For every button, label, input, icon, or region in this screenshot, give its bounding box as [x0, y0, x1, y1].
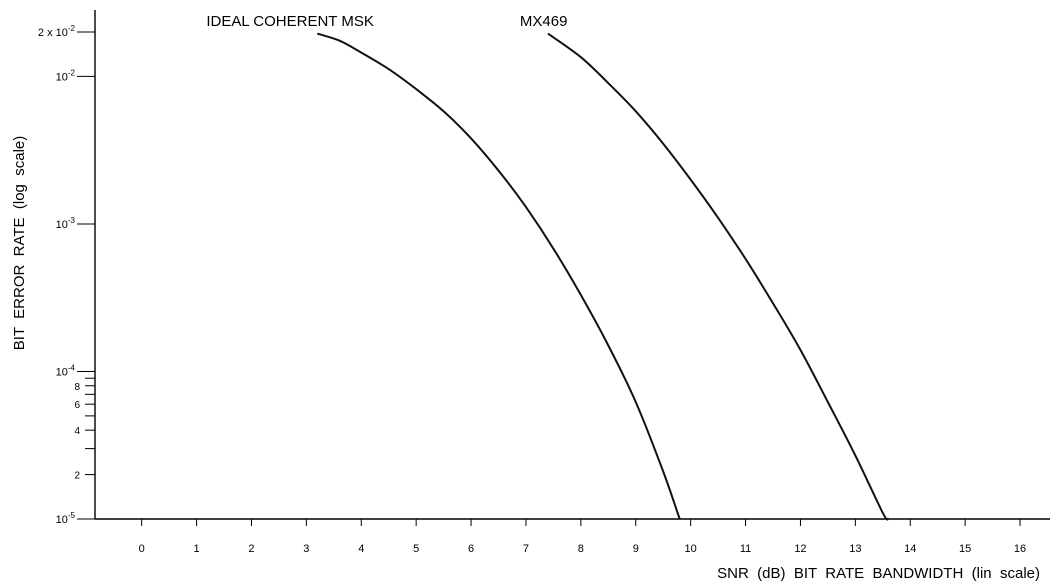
series-line-1	[547, 32, 890, 521]
y-tick-label: 10-2	[56, 68, 76, 83]
labels-layer: BIT ERROR RATE (log scale) SNR (dB) BIT …	[11, 13, 1040, 582]
x-axis-title: SNR (dB) BIT RATE BANDWIDTH (lin scale)	[717, 565, 1040, 582]
x-tick-label: 6	[468, 543, 474, 555]
x-tick-label: 9	[633, 543, 639, 555]
axes-layer	[77, 10, 1050, 526]
series-line-0	[316, 32, 681, 520]
series-label-0: IDEAL COHERENT MSK	[206, 13, 374, 30]
y-tick-label: 10-4	[56, 363, 76, 378]
x-tick-label: 8	[578, 543, 584, 555]
y-tick-label: 10-3	[56, 216, 76, 231]
x-tick-label: 10	[685, 543, 697, 555]
y-minor-tick-label: 6	[74, 400, 80, 411]
y-tick-label: 2 x 10-2	[38, 24, 76, 39]
x-tick-label: 15	[959, 543, 971, 555]
x-tick-label: 4	[358, 543, 364, 555]
x-tick-label: 13	[849, 543, 861, 555]
y-minor-tick-label: 4	[74, 426, 80, 437]
x-tick-label: 5	[413, 543, 419, 555]
series-label-1: MX469	[520, 13, 568, 30]
y-minor-tick-label: 2	[74, 471, 80, 482]
x-tick-label: 1	[193, 543, 199, 555]
x-tick-label: 7	[523, 543, 529, 555]
x-tick-label: 3	[303, 543, 309, 555]
x-tick-label: 16	[1014, 543, 1026, 555]
y-axis-title: BIT ERROR RATE (log scale)	[11, 136, 28, 351]
y-minor-tick-label: 8	[74, 382, 80, 393]
x-tick-label: 14	[904, 543, 916, 555]
y-tick-label: 10-5	[56, 511, 76, 526]
x-tick-label: 12	[794, 543, 806, 555]
series-layer	[316, 32, 890, 521]
x-tick-label: 0	[139, 543, 145, 555]
x-tick-label: 11	[740, 543, 751, 555]
x-tick-label: 2	[248, 543, 254, 555]
